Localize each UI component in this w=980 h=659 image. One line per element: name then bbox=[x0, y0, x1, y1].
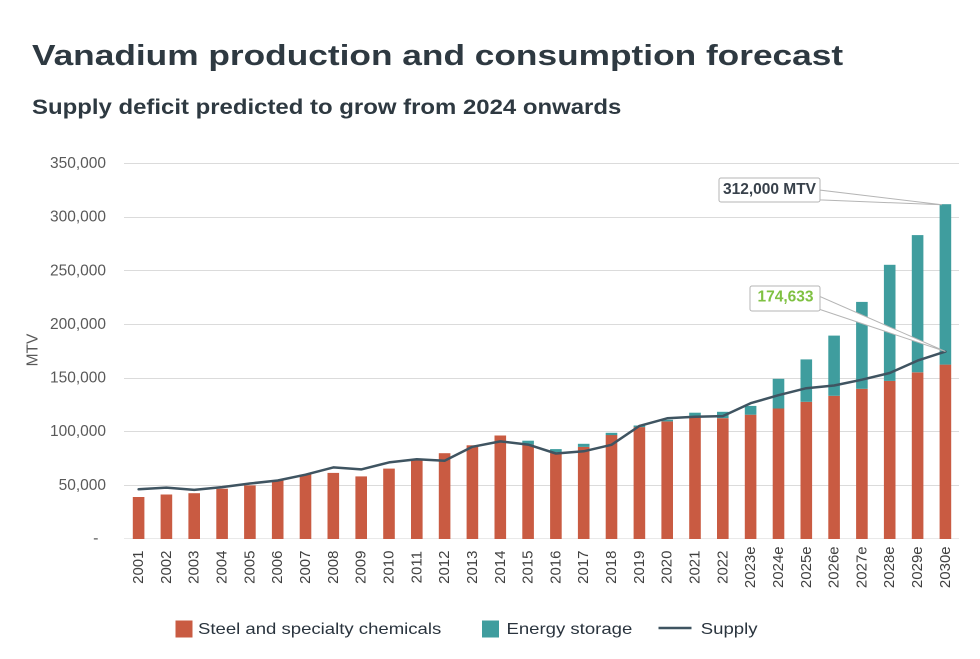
svg-text:2001: 2001 bbox=[130, 551, 147, 584]
svg-text:150,000: 150,000 bbox=[50, 370, 106, 387]
svg-text:2011: 2011 bbox=[408, 551, 425, 583]
svg-text:2006: 2006 bbox=[269, 551, 286, 584]
svg-text:-: - bbox=[93, 530, 98, 547]
svg-text:350,000: 350,000 bbox=[50, 155, 106, 172]
svg-text:2008: 2008 bbox=[325, 551, 342, 584]
svg-text:250,000: 250,000 bbox=[50, 262, 106, 279]
svg-text:2017: 2017 bbox=[575, 551, 592, 584]
svg-text:2009: 2009 bbox=[353, 551, 370, 584]
svg-text:2024e: 2024e bbox=[770, 546, 787, 588]
svg-text:2030e: 2030e bbox=[937, 546, 954, 588]
svg-text:2010: 2010 bbox=[381, 551, 398, 584]
svg-text:2016: 2016 bbox=[547, 551, 564, 584]
svg-text:2004: 2004 bbox=[214, 551, 231, 584]
svg-text:2026e: 2026e bbox=[826, 546, 843, 588]
svg-text:200,000: 200,000 bbox=[50, 316, 106, 333]
svg-text:312,000 MTV: 312,000 MTV bbox=[723, 181, 817, 198]
svg-text:2027e: 2027e bbox=[853, 546, 870, 588]
svg-text:2021: 2021 bbox=[687, 551, 704, 584]
svg-text:2019: 2019 bbox=[631, 551, 648, 584]
svg-text:2018: 2018 bbox=[603, 551, 620, 584]
svg-text:2007: 2007 bbox=[297, 551, 314, 584]
svg-text:2020: 2020 bbox=[659, 551, 676, 584]
svg-text:2014: 2014 bbox=[492, 551, 509, 584]
svg-text:2029e: 2029e bbox=[909, 546, 926, 588]
svg-text:2013: 2013 bbox=[464, 551, 481, 584]
svg-text:2025e: 2025e bbox=[798, 546, 815, 588]
svg-text:2015: 2015 bbox=[520, 551, 537, 584]
svg-text:2003: 2003 bbox=[186, 551, 203, 584]
svg-text:100,000: 100,000 bbox=[50, 423, 106, 440]
svg-text:2028e: 2028e bbox=[881, 546, 898, 588]
svg-text:2022: 2022 bbox=[714, 551, 731, 584]
svg-text:2002: 2002 bbox=[158, 551, 175, 584]
svg-text:2012: 2012 bbox=[436, 551, 453, 584]
svg-text:MTV: MTV bbox=[25, 333, 42, 366]
svg-text:Steel and specialty chemicals: Steel and specialty chemicals bbox=[198, 619, 442, 637]
svg-text:2023e: 2023e bbox=[742, 546, 759, 588]
svg-text:Supply: Supply bbox=[701, 619, 758, 637]
svg-text:2005: 2005 bbox=[241, 551, 258, 584]
svg-text:300,000: 300,000 bbox=[50, 209, 106, 226]
svg-text:50,000: 50,000 bbox=[59, 477, 107, 494]
svg-text:174,633: 174,633 bbox=[757, 288, 813, 305]
svg-text:Energy storage: Energy storage bbox=[507, 619, 633, 637]
